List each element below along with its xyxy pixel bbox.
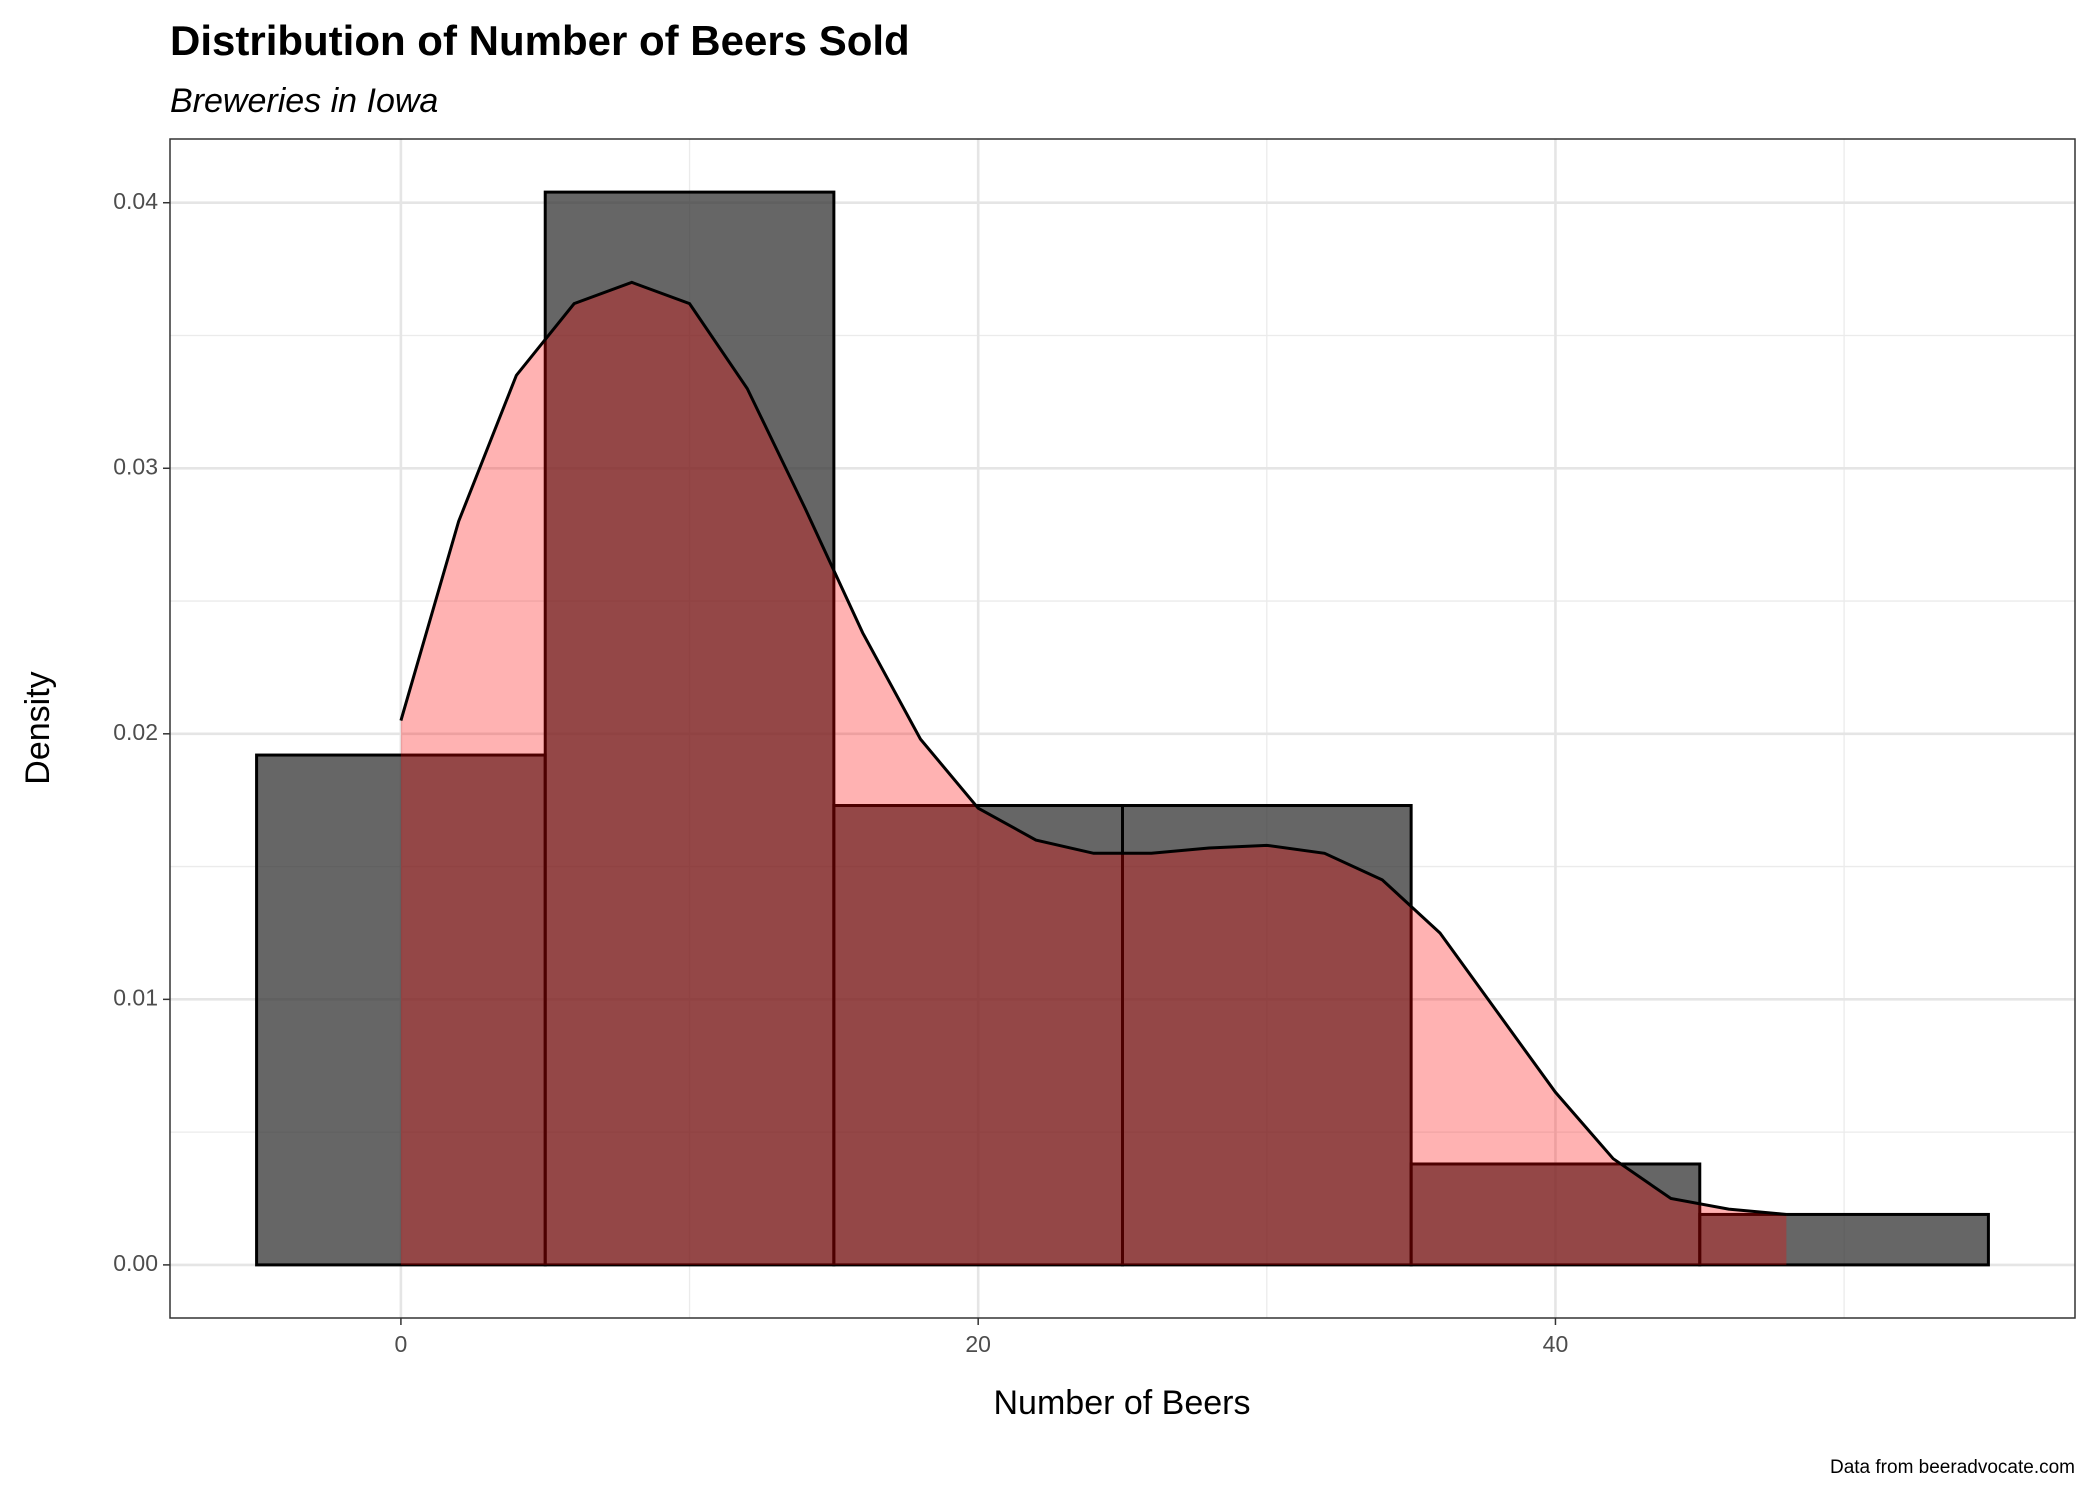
y-tick-label: 0.04 (113, 188, 158, 214)
chart-subtitle: Breweries in Iowa (170, 82, 438, 120)
bar (1698, 1212, 1990, 1267)
x-tick-label: 20 (965, 1331, 991, 1357)
x-tick-label: 40 (1543, 1331, 1569, 1357)
chart-title: Distribution of Number of Beers Sold (170, 17, 910, 64)
y-axis-title: Density (19, 671, 57, 784)
bar (832, 804, 1124, 1267)
y-tick-label: 0.01 (113, 984, 158, 1010)
y-tick-label: 0.03 (113, 453, 158, 479)
bar (1121, 804, 1413, 1267)
density-area (400, 282, 1787, 1265)
bar (255, 753, 547, 1267)
y-tick-label: 0.00 (113, 1250, 158, 1276)
y-tick-label: 0.02 (113, 719, 158, 745)
panel-border (169, 138, 2076, 1319)
bar (543, 190, 836, 1267)
density-line (399, 280, 1787, 1216)
x-tick-label: 0 (395, 1331, 408, 1357)
x-axis-title: Number of Beers (994, 1384, 1251, 1422)
caption: Data from beeradvocate.com (1830, 1457, 2075, 1478)
